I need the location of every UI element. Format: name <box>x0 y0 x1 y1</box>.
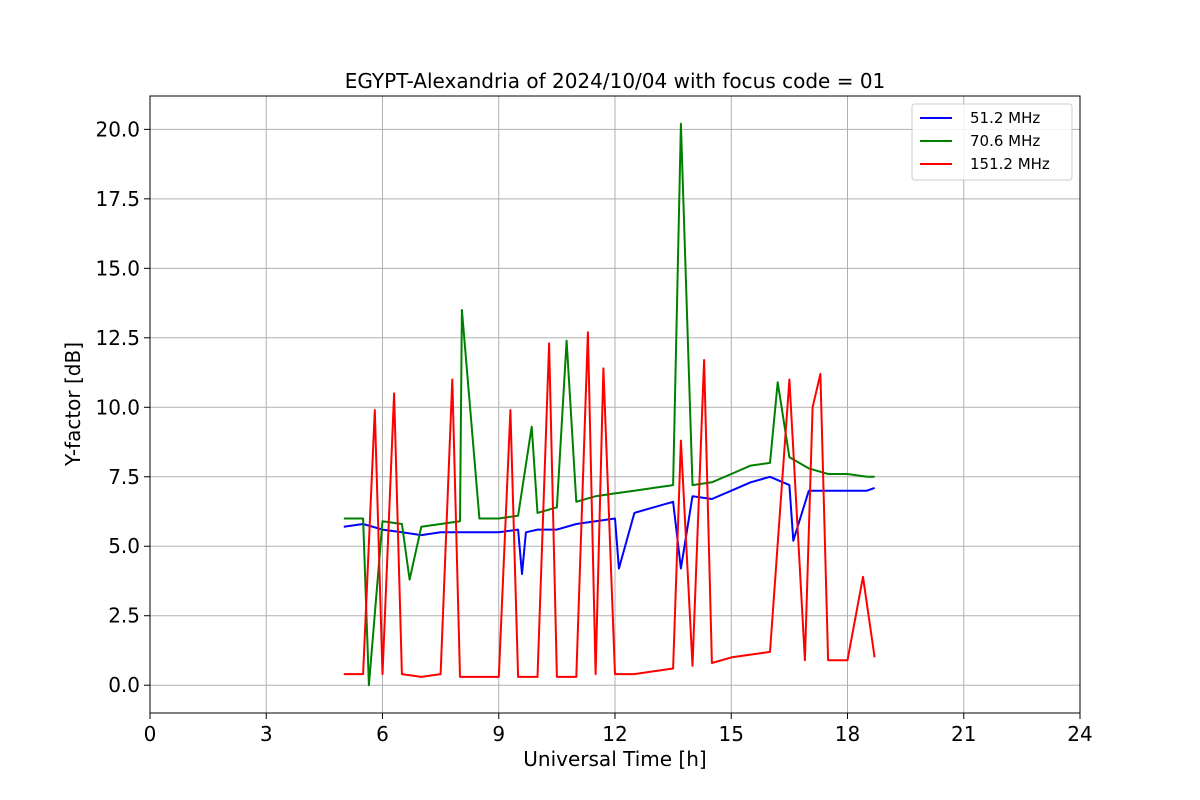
y-tick-label: 7.5 <box>108 465 140 489</box>
x-tick-label: 3 <box>260 722 273 746</box>
x-tick-label: 15 <box>719 722 744 746</box>
x-axis-label: Universal Time [h] <box>523 747 706 771</box>
x-tick-label: 0 <box>144 722 157 746</box>
y-tick-label: 10.0 <box>95 395 140 419</box>
chart-title: EGYPT-Alexandria of 2024/10/04 with focu… <box>345 69 886 93</box>
series-line-51-2-mhz <box>343 475 875 575</box>
x-tick-label: 6 <box>376 722 389 746</box>
y-tick-label: 17.5 <box>95 187 140 211</box>
y-tick-label: 2.5 <box>108 604 140 628</box>
legend-label: 51.2 MHz <box>970 109 1040 127</box>
y-tick-label: 0.0 <box>108 673 140 697</box>
legend: 51.2 MHz 70.6 MHz 151.2 MHz <box>911 103 1073 181</box>
y-tick-label: 20.0 <box>95 117 140 141</box>
series-line-70-6-mhz <box>343 122 875 687</box>
y-tick-label: 5.0 <box>108 534 140 558</box>
y-tick-label: 12.5 <box>95 326 140 350</box>
legend-box <box>911 103 1073 181</box>
legend-label: 70.6 MHz <box>970 132 1040 150</box>
y-tick-label: 15.0 <box>95 256 140 280</box>
y-axis-label: Y-factor [dB] <box>61 342 85 467</box>
x-tick-label: 21 <box>951 722 976 746</box>
x-tick-label: 9 <box>492 722 505 746</box>
series-layer <box>343 122 876 687</box>
x-tick-label: 12 <box>602 722 627 746</box>
legend-label: 151.2 MHz <box>970 155 1050 173</box>
x-tick-label: 18 <box>835 722 860 746</box>
series-line-151-2-mhz <box>343 331 876 678</box>
axes: 0 3 6 9 12 15 18 21 24 0.0 2.5 5.0 7.5 10.0 12.5 15.0 17… <box>95 117 1092 746</box>
x-tick-label: 24 <box>1067 722 1092 746</box>
